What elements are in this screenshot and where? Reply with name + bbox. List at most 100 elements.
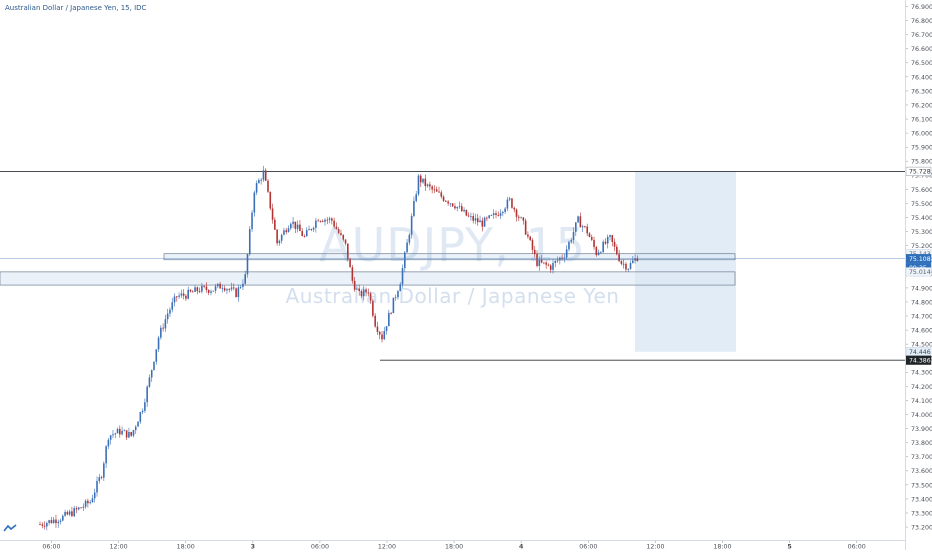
candle-body bbox=[424, 178, 427, 187]
time-axis-label: 5 bbox=[787, 544, 791, 550]
price-scale-label: 75.700 bbox=[911, 173, 932, 180]
candle-body bbox=[474, 218, 477, 221]
candle-body bbox=[552, 262, 554, 270]
candle-body bbox=[622, 263, 625, 265]
candle-body bbox=[283, 230, 285, 235]
candle-body bbox=[278, 240, 281, 244]
candle-body bbox=[305, 230, 308, 237]
price-scale-label: 73.700 bbox=[911, 454, 932, 461]
candle-body bbox=[470, 216, 472, 217]
price-scale-label: 75.800 bbox=[911, 159, 932, 166]
candle-body bbox=[57, 521, 60, 524]
candle-body bbox=[244, 274, 246, 284]
candle-body bbox=[271, 208, 274, 220]
candle-body bbox=[586, 226, 588, 234]
candle-body bbox=[613, 241, 616, 247]
price-scale-label: 76.500 bbox=[911, 60, 932, 67]
price-marker-dark bbox=[905, 355, 932, 365]
candle-body bbox=[255, 183, 258, 193]
price-scale-label: 75.600 bbox=[911, 187, 932, 194]
candle-body bbox=[449, 203, 452, 205]
tradingview-logo-icon[interactable] bbox=[3, 524, 17, 532]
candle-body bbox=[559, 257, 561, 261]
candle-body bbox=[527, 234, 529, 237]
candle-body bbox=[109, 435, 112, 440]
candle-body bbox=[214, 286, 217, 291]
candle-body bbox=[588, 233, 591, 237]
candle-body bbox=[103, 463, 105, 478]
candle-body bbox=[429, 184, 431, 187]
candle-body bbox=[476, 218, 479, 223]
candle-body bbox=[440, 192, 443, 197]
candle-body bbox=[64, 511, 66, 516]
candle-body bbox=[595, 247, 598, 255]
time-axis-label: 12:00 bbox=[378, 544, 396, 550]
candle-body bbox=[162, 327, 164, 329]
candle-body bbox=[520, 217, 522, 219]
candle-body bbox=[388, 312, 390, 327]
price-marker-zone bbox=[905, 267, 932, 277]
time-axis-label: 06:00 bbox=[848, 544, 866, 550]
candle-body bbox=[522, 217, 525, 221]
candle-body bbox=[52, 519, 55, 523]
candle-body bbox=[410, 216, 413, 235]
price-scale-label: 76.000 bbox=[911, 131, 932, 138]
candle-body bbox=[221, 288, 224, 290]
candle-body bbox=[319, 221, 322, 222]
candle-body bbox=[627, 268, 630, 270]
candle-body bbox=[248, 229, 251, 255]
candle-body bbox=[191, 291, 194, 293]
candle-body bbox=[620, 261, 623, 264]
candle-body bbox=[570, 240, 573, 242]
candle-body bbox=[230, 287, 233, 290]
symbol-title[interactable]: Australian Dollar / Japanese Yen, 15, ID… bbox=[5, 4, 147, 12]
price-scale-label: 76.300 bbox=[911, 88, 932, 95]
zone-lower[interactable] bbox=[0, 271, 736, 286]
candle-body bbox=[369, 293, 372, 301]
candle-body bbox=[68, 511, 71, 515]
candle-body bbox=[616, 246, 618, 255]
candle-body bbox=[137, 421, 139, 427]
candle-body bbox=[46, 522, 48, 527]
candle-body bbox=[531, 240, 534, 250]
candle-body bbox=[593, 239, 595, 248]
candle-body bbox=[100, 477, 103, 478]
candle-body bbox=[116, 428, 119, 434]
candle-body bbox=[242, 283, 244, 287]
candle-body bbox=[207, 290, 210, 293]
candle-body bbox=[438, 191, 440, 193]
time-axis-label: 06:00 bbox=[579, 544, 597, 550]
candle-body bbox=[481, 220, 484, 227]
candle-body bbox=[237, 287, 240, 298]
candle-body bbox=[274, 219, 276, 230]
time-axis-divider bbox=[0, 540, 905, 541]
candle-body bbox=[556, 260, 559, 262]
price-scale-label: 73.400 bbox=[911, 496, 932, 503]
candle-body bbox=[66, 511, 69, 515]
candle-body bbox=[331, 218, 333, 221]
candle-body bbox=[146, 386, 148, 403]
projection-box[interactable] bbox=[635, 171, 736, 352]
price-scale-label: 75.500 bbox=[911, 201, 932, 208]
candle-body bbox=[139, 412, 142, 422]
candle-body bbox=[43, 525, 46, 527]
candle-body bbox=[48, 520, 50, 523]
zone-upper[interactable] bbox=[163, 253, 736, 261]
candle-body bbox=[538, 259, 541, 266]
candle-body bbox=[606, 236, 609, 244]
candle-body bbox=[50, 520, 53, 523]
candle-body bbox=[335, 226, 338, 230]
candle-body bbox=[394, 297, 397, 299]
candle-body bbox=[472, 216, 474, 221]
candle-body bbox=[251, 212, 253, 230]
candle-body bbox=[540, 259, 543, 263]
candle-body bbox=[310, 229, 313, 230]
candle-body bbox=[488, 215, 490, 218]
price-scale-label: 73.800 bbox=[911, 440, 932, 447]
candle-body bbox=[203, 285, 205, 287]
candle-body bbox=[280, 234, 283, 241]
candle-body bbox=[479, 220, 481, 223]
candle-body bbox=[442, 196, 445, 201]
